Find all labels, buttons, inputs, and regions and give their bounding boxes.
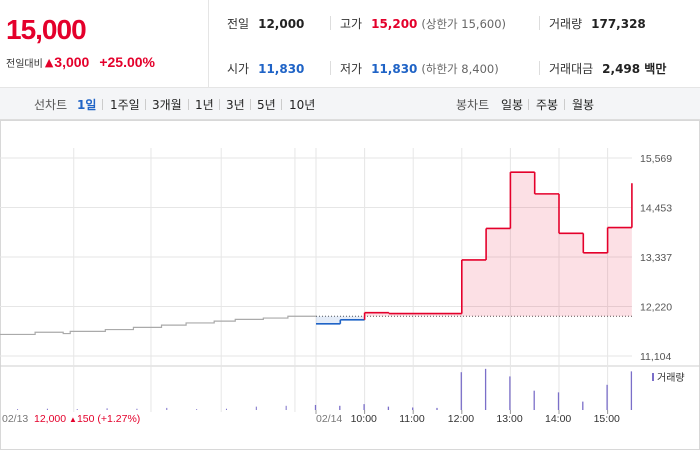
stat-value: 15,200 [371,16,418,31]
prev-day-info: 12,000 ▲150 (+1.27%) [34,413,140,425]
stat-prev-close: 전일 12,000 [227,15,304,32]
stat-label: 저가 [340,62,363,76]
tab-weekly-candle[interactable]: 주봉 [536,98,559,112]
divider [330,61,331,75]
tab-3month[interactable]: 3개월 [152,98,182,112]
quote-stats: 전일 12,000 고가 15,200 (상한가 15,600) 거래량 177… [208,0,700,88]
divider [539,61,540,75]
x-tick-label: 10:00 [351,413,377,425]
divider [539,16,540,30]
divider [528,99,529,110]
volume-legend-label: 거래량 [657,372,685,384]
stat-high: 고가 15,200 (상한가 15,600) [330,15,507,32]
x-tick-label: 14:00 [545,413,571,425]
stat-label: 전일 [227,17,250,31]
stat-label: 거래량 [549,17,583,31]
x-tick-label: 02/13 [2,413,28,425]
quote-header: 15,000 전일대비 ▲ 3,000 +25.00% 전일 12,000 고가… [0,0,700,88]
divider [219,99,220,110]
prev-day-close: 12,000 [34,413,69,425]
line-chart-label: 선차트 [34,98,68,112]
stat-amount: 거래대금 2,498 백만 [539,60,667,77]
stat-label: 고가 [340,17,363,31]
gain-area [316,172,632,317]
stat-value: 11,830 [371,61,418,76]
x-tick-label: 15:00 [594,413,620,425]
divider [250,99,251,110]
stat-value: 2,498 백만 [602,62,667,76]
tab-1day[interactable]: 1일 [77,98,97,112]
tab-3year[interactable]: 3년 [226,98,245,112]
price-chart[interactable]: 15,569 14,453 13,337 12,220 11,104 거래량 02/13 02… [0,120,700,450]
divider [188,99,189,110]
volume-legend-swatch [652,373,654,381]
divider [281,99,282,110]
stat-sub: (하한가 8,400) [421,61,499,76]
loss-area [316,316,632,324]
divider [564,99,565,110]
tab-daily-candle[interactable]: 일봉 [501,98,524,112]
price-change: 전일대비 ▲ 3,000 +25.00% [6,54,155,70]
prev-day-change: 150 (+1.27%) [77,413,140,425]
change-percent: +25.00% [99,54,155,70]
stat-sub: (상한가 15,600) [421,16,507,31]
stat-value: 177,328 [591,16,646,31]
y-tick-label: 14,453 [640,202,672,214]
divider [102,99,103,110]
current-price: 15,000 [6,14,87,45]
x-tick-label: 12:00 [448,413,474,425]
tab-monthly-candle[interactable]: 월봉 [572,98,595,112]
stat-value: 11,830 [258,61,305,76]
tab-10year[interactable]: 10년 [289,98,316,112]
tab-5year[interactable]: 5년 [257,98,276,112]
divider [145,99,146,110]
stat-label: 시가 [227,62,250,76]
stat-volume: 거래량 177,328 [539,15,646,32]
candle-chart-label: 봉차트 [456,98,490,112]
up-arrow-icon: ▲ [44,55,54,69]
x-tick-label: 11:00 [399,413,425,425]
divider [330,16,331,30]
y-tick-label: 13,337 [640,252,672,264]
stat-low: 저가 11,830 (하한가 8,400) [330,60,499,77]
y-tick-label: 12,220 [640,302,672,314]
tab-1year[interactable]: 1년 [195,98,214,112]
x-tick-label: 13:00 [496,413,522,425]
change-label: 전일대비 [6,58,43,70]
stat-value: 12,000 [258,16,305,31]
up-arrow-icon: ▲ [69,415,77,424]
stat-label: 거래대금 [549,62,594,76]
stat-open: 시가 11,830 [227,60,304,77]
period-toolbar: 선차트 1일 1주일 3개월 1년 3년 5년 10년 봉차트 일봉 주봉 월봉 [0,88,700,120]
x-tick-label: 02/14 [316,413,342,425]
change-value: 3,000 [54,54,90,70]
y-tick-label: 11,104 [640,351,671,363]
y-tick-label: 15,569 [640,153,672,165]
tab-1week[interactable]: 1주일 [110,98,140,112]
prev-day-line [0,315,316,336]
